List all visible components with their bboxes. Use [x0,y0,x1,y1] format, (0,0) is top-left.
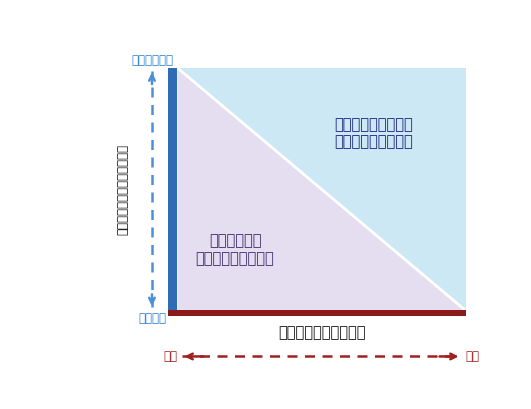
Text: 短い: 短い [466,350,479,363]
Text: 長い: 長い [164,350,177,363]
Text: バッチ処理と
言われる傾向が強い: バッチ処理と 言われる傾向が強い [196,234,275,266]
Text: プログラムの実行される起点: プログラムの実行される起点 [117,144,130,235]
Text: プログラムの実行間隔: プログラムの実行間隔 [278,325,365,340]
Bar [168,68,177,310]
Text: イベント実行: イベント実行 [131,54,173,67]
Polygon shape [177,68,466,310]
Polygon shape [177,68,466,310]
Text: 定期実行: 定期実行 [138,312,166,325]
Text: リアルタイム処理と
言われる傾向が強い: リアルタイム処理と 言われる傾向が強い [334,117,413,150]
Bar [168,310,466,315]
